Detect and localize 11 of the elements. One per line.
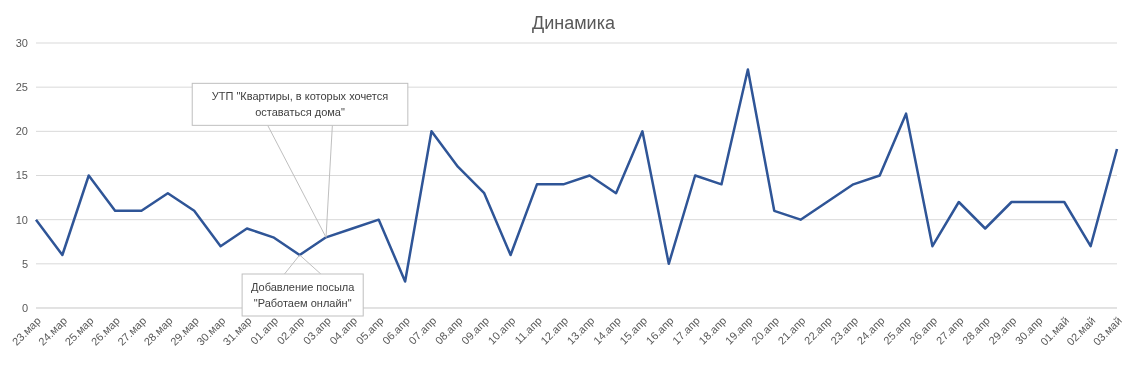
annotation: УТП "Квартиры, в которых хочется оставаться дома" bbox=[211, 90, 389, 119]
y-tick-label: 5 bbox=[21, 257, 28, 270]
y-tick-label: 15 bbox=[15, 169, 28, 182]
annotation: Добавление посыла "Работаем онлайн" bbox=[250, 281, 356, 309]
y-tick-label: 10 bbox=[15, 213, 28, 226]
y-tick-label: 30 bbox=[15, 36, 28, 49]
y-tick-label: 0 bbox=[21, 301, 28, 314]
chart-title: Динамика bbox=[531, 12, 616, 35]
y-tick-label: 20 bbox=[15, 125, 28, 138]
line-series bbox=[34, 68, 1119, 283]
y-tick-label: 25 bbox=[15, 81, 28, 94]
